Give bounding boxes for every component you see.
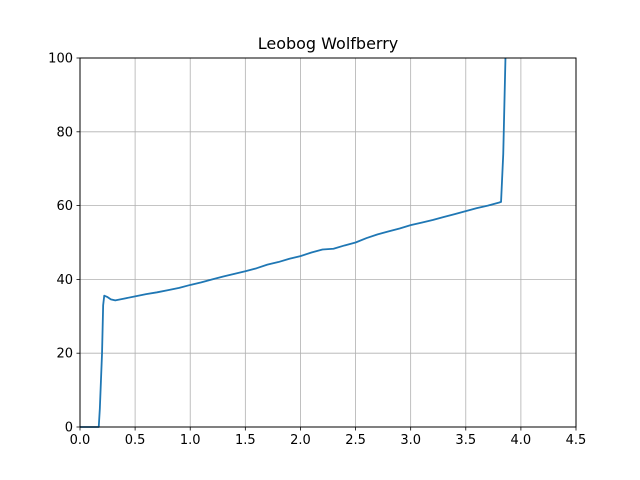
y-tick-label: 60 <box>56 199 73 214</box>
y-tick-label: 40 <box>56 273 73 288</box>
x-tick-label: 3.5 <box>455 433 476 448</box>
y-tick-label: 20 <box>56 347 73 362</box>
x-tick-label: 4.0 <box>511 433 532 448</box>
x-axis: 0.0 0.5 1.0 1.5 2.0 2.5 3.0 3.5 4.0 4.5 <box>70 427 587 448</box>
x-tick-label: 0.0 <box>70 433 91 448</box>
y-tick-label: 0 <box>65 421 73 436</box>
x-tick-label: 1.0 <box>180 433 201 448</box>
x-tick-label: 4.5 <box>566 433 587 448</box>
y-tick-label: 100 <box>48 52 73 67</box>
series-line <box>80 57 507 428</box>
x-tick-label: 2.0 <box>290 433 311 448</box>
series-group <box>80 57 507 428</box>
x-tick-label: 0.5 <box>125 433 146 448</box>
x-tick-label: 1.5 <box>235 433 256 448</box>
y-tick-label: 80 <box>56 125 73 140</box>
x-tick-label: 3.0 <box>400 433 421 448</box>
y-axis: 0 20 40 60 80 100 <box>48 52 80 436</box>
plot-frame <box>79 57 577 428</box>
x-tick-label: 2.5 <box>345 433 366 448</box>
chart-title: Leobog Wolfberry <box>258 34 399 53</box>
